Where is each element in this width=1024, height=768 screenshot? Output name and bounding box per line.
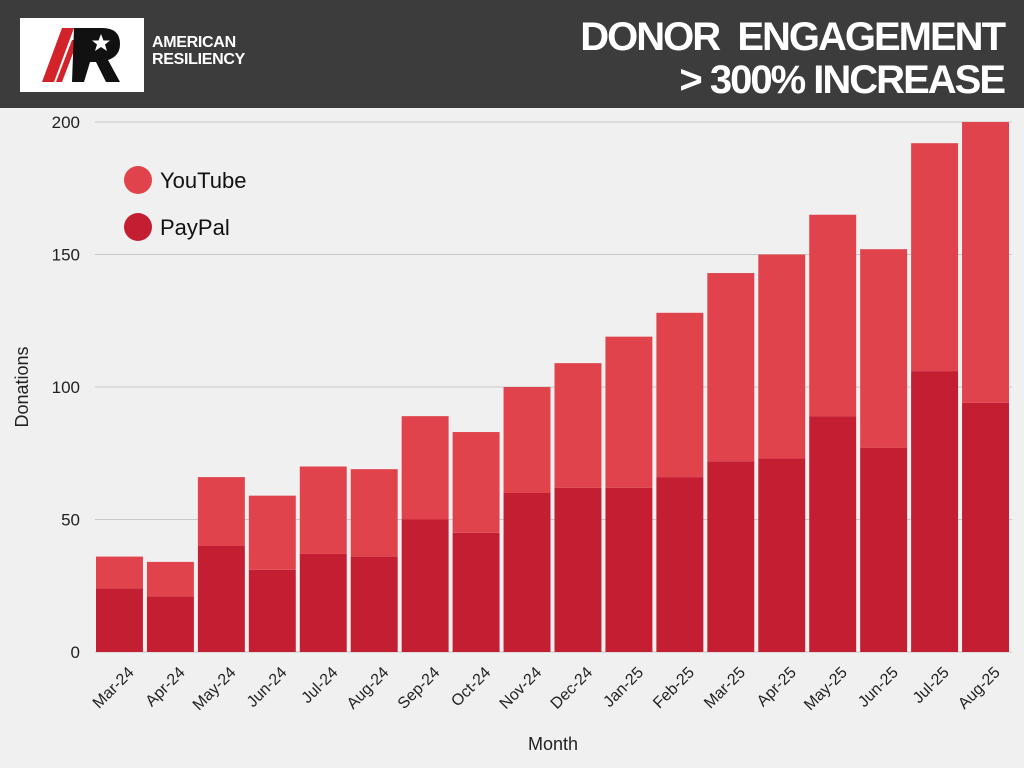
bar-paypal: [860, 447, 908, 652]
bar-youtube: [758, 254, 806, 459]
y-tick-label: 150: [52, 246, 80, 265]
bar-youtube: [605, 336, 653, 488]
bar-youtube: [96, 556, 143, 589]
x-tick-label: Oct-24: [448, 664, 494, 710]
bar-paypal: [503, 493, 551, 652]
x-tick-label: May-25: [801, 664, 851, 714]
bar-youtube: [962, 122, 1009, 403]
bar-paypal: [146, 596, 194, 652]
y-tick-label: 50: [61, 511, 80, 530]
legend-marker: [124, 166, 152, 194]
bar-paypal: [197, 546, 245, 652]
x-tick-label: Apr-24: [143, 664, 189, 710]
legend-label: YouTube: [160, 168, 246, 193]
bar-paypal: [401, 519, 449, 652]
x-tick-label: Nov-24: [497, 664, 546, 713]
star-icon: [92, 34, 110, 51]
header-bar: AMERICAN RESILIENCY DONOR ENGAGEMENT > 3…: [0, 0, 1024, 108]
y-tick-label: 0: [71, 643, 80, 662]
bar-paypal: [962, 402, 1009, 652]
x-tick-label: Dec-24: [548, 664, 597, 713]
bar-paypal: [350, 556, 398, 652]
bar-paypal: [554, 487, 602, 652]
x-tick-label: Apr-25: [754, 664, 800, 710]
x-tick-label: Jul-25: [910, 664, 953, 707]
brand-line-2: RESILIENCY: [152, 51, 246, 68]
bar-paypal: [758, 458, 806, 652]
bar-youtube: [911, 143, 959, 372]
brand-logo: [20, 18, 144, 92]
y-tick-label: 200: [52, 113, 80, 132]
bar-youtube: [503, 387, 551, 493]
bar-paypal: [248, 569, 296, 652]
x-tick-label: Jul-24: [299, 664, 342, 707]
x-tick-label: Jun-24: [244, 664, 291, 711]
bar-youtube: [656, 312, 704, 478]
x-tick-label: Aug-24: [344, 664, 393, 713]
bar-youtube: [146, 561, 194, 597]
page-title: DONOR ENGAGEMENT > 300% INCREASE: [580, 15, 1006, 102]
bar-youtube: [401, 416, 449, 520]
bar-youtube: [197, 477, 245, 546]
bar-youtube: [860, 249, 908, 448]
bar-paypal: [96, 588, 143, 652]
bar-paypal: [707, 461, 755, 652]
x-tick-label: Jun-25: [855, 664, 902, 711]
y-tick-label: 100: [52, 378, 80, 397]
bar-paypal: [809, 416, 857, 652]
title-line-1: DONOR ENGAGEMENT: [580, 15, 1006, 59]
bar-paypal: [605, 487, 653, 652]
brand-name: AMERICAN RESILIENCY: [152, 34, 245, 68]
x-tick-label: Mar-24: [90, 664, 138, 712]
bar-youtube: [299, 466, 347, 554]
logo-mark-icon: [42, 28, 120, 82]
bar-paypal: [299, 553, 347, 652]
x-tick-label: Mar-25: [701, 664, 749, 712]
x-axis-title: Month: [528, 734, 578, 754]
x-tick-label: Jan-25: [600, 664, 647, 711]
bar-youtube: [809, 214, 857, 417]
y-axis-title: Donations: [12, 346, 32, 427]
bar-paypal: [452, 532, 500, 652]
brand-line-1: AMERICAN: [152, 34, 236, 51]
x-tick-label: Aug-25: [955, 664, 1004, 713]
bar-youtube: [707, 273, 755, 462]
bar-youtube: [248, 495, 296, 570]
bar-youtube: [452, 432, 500, 533]
legend-label: PayPal: [160, 215, 230, 240]
bar-paypal: [911, 371, 959, 652]
x-tick-label: May-24: [190, 664, 240, 714]
x-tick-label: Sep-24: [395, 664, 444, 713]
bar-youtube: [350, 469, 398, 557]
x-tick-label: Feb-25: [650, 664, 698, 712]
bar-youtube: [554, 363, 602, 488]
title-line-2: > 300% INCREASE: [679, 58, 1006, 102]
bar-paypal: [656, 477, 704, 652]
legend-marker: [124, 213, 152, 241]
